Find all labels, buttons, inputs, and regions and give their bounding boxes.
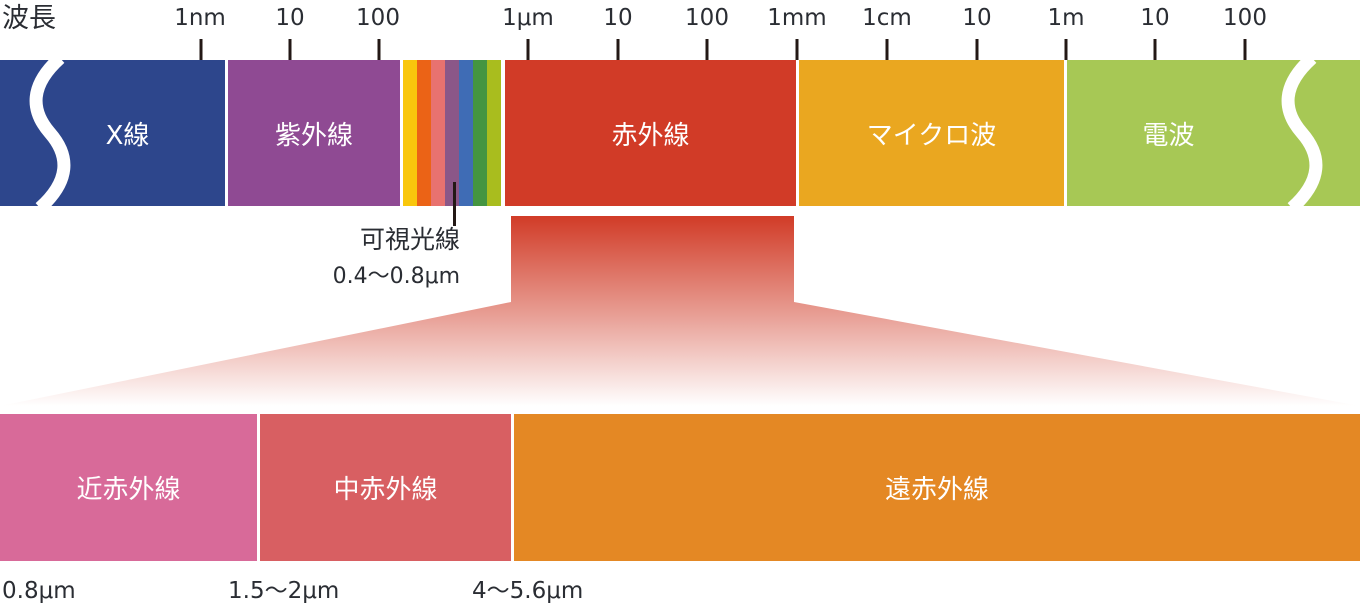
tick-label-10nm: 10 [275,5,305,31]
tick-label-100um: 100 [685,5,729,31]
tick-label-1m: 1m [1047,5,1085,31]
visible-pointer-line [453,182,456,226]
break-wave-icon-left [29,60,71,206]
infrared-expansion-funnel [0,216,1360,406]
visible-light-range: 0.4〜0.8μm [332,264,460,289]
tick-label-10cm: 10 [962,5,992,31]
tick-label-100nm: 100 [356,5,400,31]
tick-label-1mm: 1mm [767,5,827,31]
wavelength-title: 波長 [2,3,56,34]
tick-mark [526,39,530,60]
segment-radio-label: 電波 [1142,120,1195,151]
segment-ultraviolet-label: 紫外線 [274,120,353,151]
tick-label-100m: 100 [1223,5,1267,31]
tick-mark [616,39,620,60]
segment-x-ray-label: X線 [105,120,150,151]
tick-mark [377,39,381,60]
tick-mark [199,39,203,60]
visible-stripe-yellow [403,60,417,206]
tick-label-1um: 1μm [502,5,554,31]
tick-mark [795,39,799,60]
segment-infrared: 赤外線 [505,60,796,206]
boundary-label-far: 4〜5.6μm [472,578,584,604]
boundary-label-mid: 1.5〜2μm [228,578,340,604]
segment-ultraviolet: 紫外線 [228,60,400,206]
segment-microwave-label: マイクロ波 [866,120,997,151]
visible-stripe-blue [459,60,473,206]
visible-stripe-purple [445,60,459,206]
tick-mark [885,39,889,60]
segment-mid-infrared-label: 中赤外線 [333,475,438,505]
break-wave-icon-right [1281,60,1323,206]
segment-microwave: マイクロ波 [799,60,1064,206]
tick-mark [1153,39,1157,60]
visible-stripe-pink [431,60,445,206]
tick-label-1nm: 1nm [174,5,226,31]
tick-mark [1064,39,1068,60]
tick-label-10um: 10 [603,5,633,31]
visible-stripe-green [473,60,487,206]
tick-mark [1243,39,1247,60]
tick-mark [288,39,292,60]
tick-label-1cm: 1cm [862,5,912,31]
segment-infrared-label: 赤外線 [611,120,690,151]
segment-near-infrared-label: 近赤外線 [76,475,181,505]
tick-mark [975,39,979,60]
visible-stripe-orange [417,60,431,206]
tick-label-10m: 10 [1140,5,1170,31]
tick-mark [705,39,709,60]
segment-far-infrared-label: 遠赤外線 [884,475,989,505]
segment-mid-infrared: 中赤外線 [260,414,511,561]
visible-light-label: 可視光線 [359,225,460,254]
segment-far-infrared: 遠赤外線 [514,414,1360,561]
segment-near-infrared: 近赤外線 [0,414,257,561]
visible-stripe-yellowgreen [487,60,501,206]
boundary-label-near: 0.8μm [2,578,76,604]
